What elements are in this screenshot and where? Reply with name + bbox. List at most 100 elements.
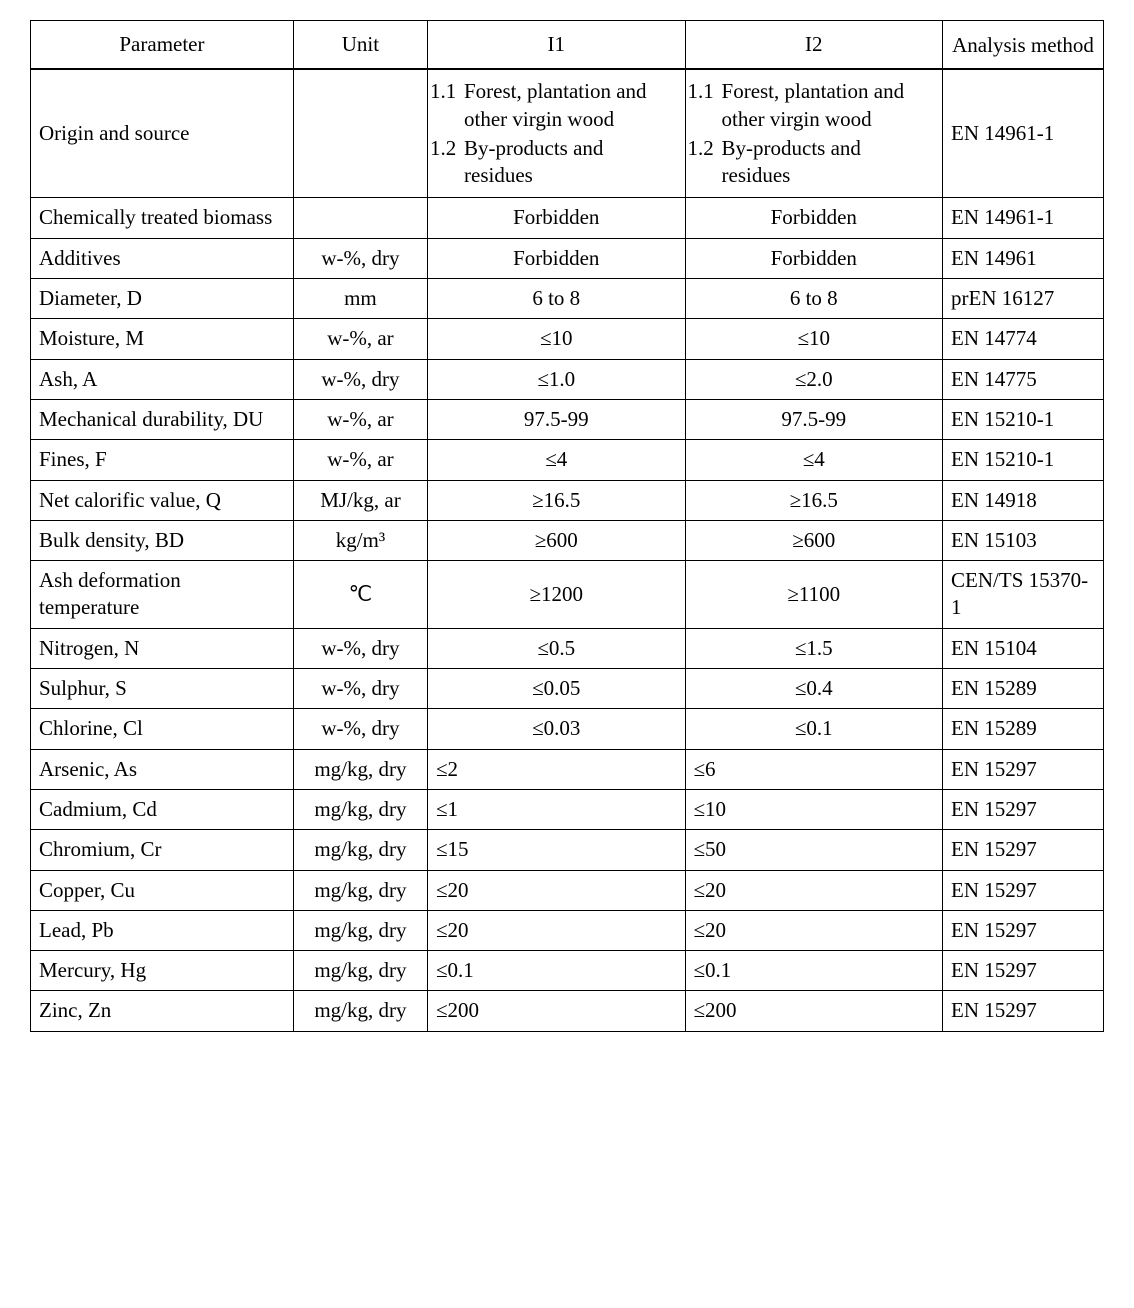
cell-method: EN 15297: [943, 991, 1104, 1031]
origin-num: 1.2: [688, 135, 722, 190]
cell-method: EN 14918: [943, 480, 1104, 520]
table-row: Mechanical durability, DUw-%, ar97.5-999…: [31, 399, 1104, 439]
cell-i2: 6 to 8: [685, 279, 943, 319]
cell-unit: mm: [293, 279, 427, 319]
cell-i2: ≤4: [685, 440, 943, 480]
cell-i1: Forbidden: [428, 238, 686, 278]
cell-i1: ≤200: [428, 991, 686, 1031]
cell-method: EN 15297: [943, 789, 1104, 829]
cell-method: EN 15104: [943, 628, 1104, 668]
cell-i2: Forbidden: [685, 238, 943, 278]
cell-unit: [293, 198, 427, 238]
cell-i1: 6 to 8: [428, 279, 686, 319]
cell-i2: ≥600: [685, 520, 943, 560]
cell-method: EN 15297: [943, 951, 1104, 991]
cell-method: EN 14961-1: [943, 198, 1104, 238]
cell-i2: ≤20: [685, 870, 943, 910]
cell-method: EN 15297: [943, 830, 1104, 870]
cell-parameter: Chemically treated biomass: [31, 198, 294, 238]
table-row: Diameter, Dmm6 to 86 to 8prEN 16127: [31, 279, 1104, 319]
cell-method: EN 15297: [943, 749, 1104, 789]
cell-unit: w-%, dry: [293, 628, 427, 668]
cell-i2: ≤2.0: [685, 359, 943, 399]
cell-i2: ≥16.5: [685, 480, 943, 520]
spec-table: Parameter Unit I1 I2 Analysis method Ori…: [30, 20, 1104, 1032]
cell-method: CEN/TS 15370-1: [943, 561, 1104, 629]
table-row: Lead, Pbmg/kg, dry≤20≤20EN 15297: [31, 910, 1104, 950]
cell-i1: ≤1: [428, 789, 686, 829]
table-row: Arsenic, Asmg/kg, dry≤2≤6EN 15297: [31, 749, 1104, 789]
cell-parameter: Bulk density, BD: [31, 520, 294, 560]
cell-parameter: Ash deformation temperature: [31, 561, 294, 629]
cell-unit: w-%, ar: [293, 440, 427, 480]
origin-text: By-products and residues: [722, 135, 935, 190]
origin-text: By-products and residues: [464, 135, 677, 190]
cell-i1: ≥16.5: [428, 480, 686, 520]
cell-unit: w-%, ar: [293, 399, 427, 439]
cell-parameter: Diameter, D: [31, 279, 294, 319]
cell-parameter: Additives: [31, 238, 294, 278]
table-row: Sulphur, Sw-%, dry≤0.05≤0.4EN 15289: [31, 669, 1104, 709]
origin-num: 1.1: [430, 78, 464, 133]
cell-parameter: Zinc, Zn: [31, 991, 294, 1031]
table-row: Net calorific value, QMJ/kg, ar≥16.5≥16.…: [31, 480, 1104, 520]
cell-i2: ≤0.4: [685, 669, 943, 709]
cell-i1: ≤0.1: [428, 951, 686, 991]
origin-cell: 1.1Forest, plantation and other virgin w…: [685, 70, 943, 198]
table-row: Ash, Aw-%, dry≤1.0≤2.0EN 14775: [31, 359, 1104, 399]
origin-text: Forest, plantation and other virgin wood: [722, 78, 935, 133]
col-i1: I1: [428, 21, 686, 69]
table-row: Origin and source1.1Forest, plantation a…: [31, 70, 1104, 198]
origin-num: 1.2: [430, 135, 464, 190]
cell-unit: mg/kg, dry: [293, 870, 427, 910]
cell-parameter: Nitrogen, N: [31, 628, 294, 668]
cell-unit: w-%, dry: [293, 709, 427, 749]
cell-i1: ≤4: [428, 440, 686, 480]
cell-unit: mg/kg, dry: [293, 910, 427, 950]
table-row: Ash deformation temperature℃≥1200≥1100CE…: [31, 561, 1104, 629]
cell-parameter: Cadmium, Cd: [31, 789, 294, 829]
cell-parameter: Arsenic, As: [31, 749, 294, 789]
cell-parameter: Mercury, Hg: [31, 951, 294, 991]
table-row: Copper, Cumg/kg, dry≤20≤20EN 15297: [31, 870, 1104, 910]
table-row: Chlorine, Clw-%, dry≤0.03≤0.1EN 15289: [31, 709, 1104, 749]
cell-method: EN 14775: [943, 359, 1104, 399]
cell-unit: w-%, dry: [293, 669, 427, 709]
cell-parameter: Mechanical durability, DU: [31, 399, 294, 439]
cell-i2: ≤6: [685, 749, 943, 789]
cell-i1: ≤1.0: [428, 359, 686, 399]
cell-method: EN 15210-1: [943, 399, 1104, 439]
cell-i1: ≤2: [428, 749, 686, 789]
cell-i1: ≤15: [428, 830, 686, 870]
table-header-row: Parameter Unit I1 I2 Analysis method: [31, 21, 1104, 69]
cell-parameter: Sulphur, S: [31, 669, 294, 709]
cell-unit: ℃: [293, 561, 427, 629]
cell-method: EN 15210-1: [943, 440, 1104, 480]
origin-cell: 1.1Forest, plantation and other virgin w…: [428, 70, 686, 198]
col-parameter: Parameter: [31, 21, 294, 69]
cell-parameter: Ash, A: [31, 359, 294, 399]
cell-method: EN 15297: [943, 910, 1104, 950]
cell-i1: Forbidden: [428, 198, 686, 238]
cell-unit: [293, 70, 427, 198]
cell-i1: ≤10: [428, 319, 686, 359]
cell-i1: 97.5-99: [428, 399, 686, 439]
cell-unit: w-%, ar: [293, 319, 427, 359]
cell-i2: Forbidden: [685, 198, 943, 238]
cell-i2: 97.5-99: [685, 399, 943, 439]
cell-unit: mg/kg, dry: [293, 789, 427, 829]
cell-unit: w-%, dry: [293, 238, 427, 278]
table-row: Fines, Fw-%, ar≤4≤4EN 15210-1: [31, 440, 1104, 480]
cell-parameter: Copper, Cu: [31, 870, 294, 910]
cell-method: EN 15103: [943, 520, 1104, 560]
cell-i2: ≤10: [685, 789, 943, 829]
cell-i2: ≤10: [685, 319, 943, 359]
cell-i1: ≤0.5: [428, 628, 686, 668]
table-row: Chemically treated biomass ForbiddenForbi…: [31, 198, 1104, 238]
table-row: Additivesw-%, dryForbiddenForbiddenEN 14…: [31, 238, 1104, 278]
cell-method: EN 15289: [943, 709, 1104, 749]
cell-parameter: Chromium, Cr: [31, 830, 294, 870]
cell-parameter: Origin and source: [31, 70, 294, 198]
table-body: Origin and source1.1Forest, plantation a…: [31, 70, 1104, 1031]
col-method: Analysis method: [943, 21, 1104, 69]
